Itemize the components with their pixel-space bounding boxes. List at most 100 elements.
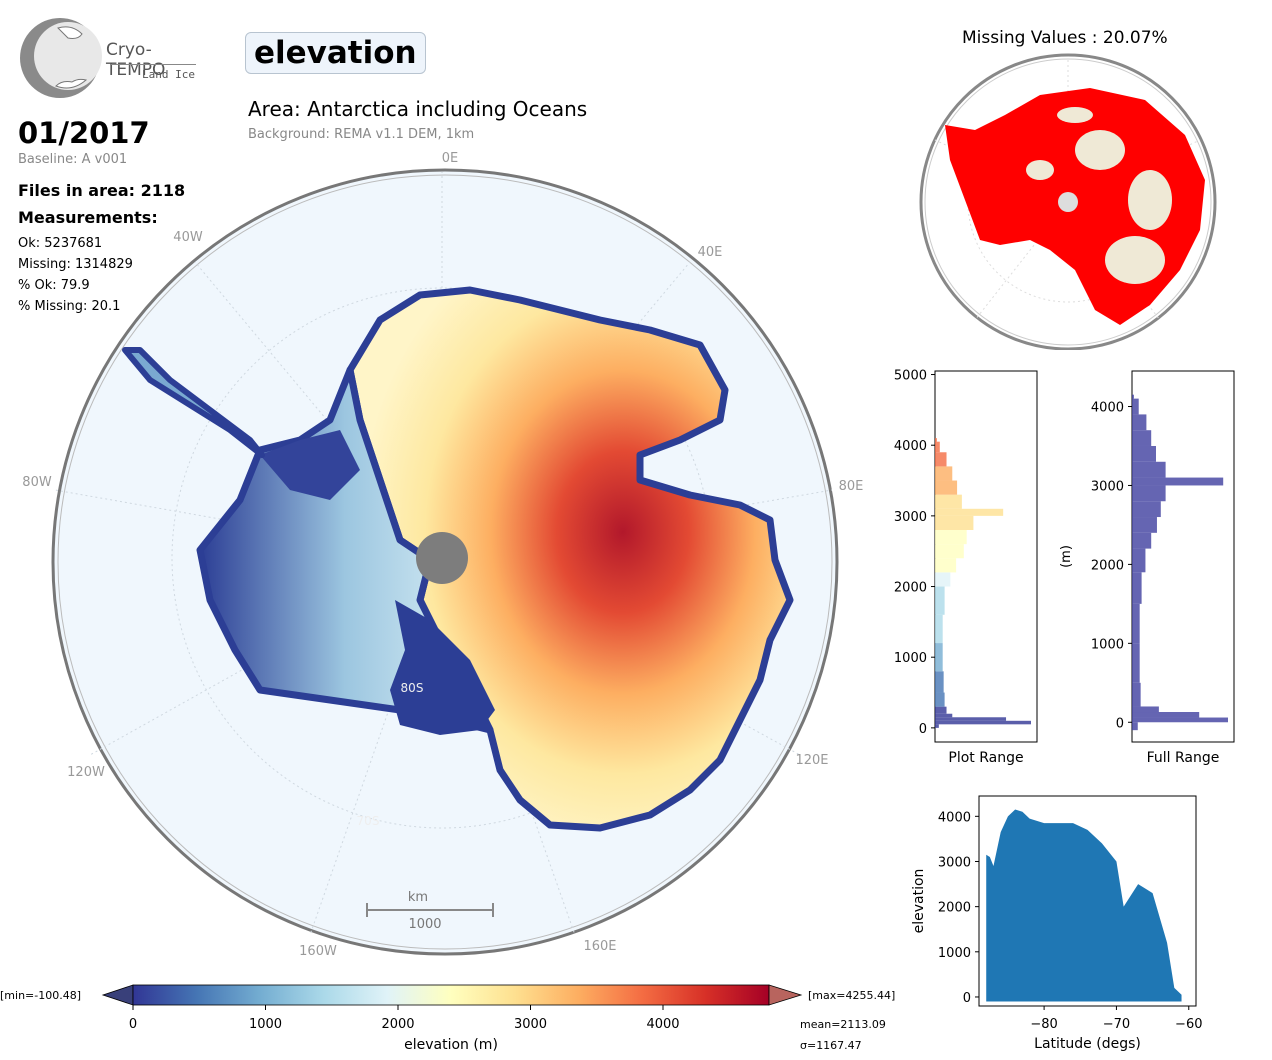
missing-map bbox=[919, 53, 1217, 350]
scatter-xtick-label: −60 bbox=[1175, 1017, 1202, 1032]
hist-bar bbox=[935, 452, 947, 467]
variable-title: elevation bbox=[245, 32, 426, 74]
hist-tick-label: 5000 bbox=[894, 369, 927, 384]
hist-tick-label: 2000 bbox=[894, 581, 927, 596]
hist-bar bbox=[1132, 572, 1142, 604]
stat-ok: Ok: 5237681 bbox=[18, 236, 103, 251]
colorbar-min-label: [min=-100.48] bbox=[0, 989, 81, 1002]
colorbar-max-label: [max=4255.44] bbox=[808, 989, 895, 1002]
hist-bar bbox=[1132, 501, 1161, 518]
hist-bar bbox=[935, 544, 964, 559]
colorbar-sigma: σ=1167.47 bbox=[800, 1039, 862, 1052]
stat-missing: Missing: 1314829 bbox=[18, 257, 133, 272]
hist-bar bbox=[1132, 712, 1200, 718]
lon-label-120w: 120W bbox=[67, 765, 105, 780]
hist-full-range: 0 1000 2000 3000 4000 Full Range (m) bbox=[1059, 370, 1235, 766]
measurements-label: Measurements: bbox=[18, 208, 158, 227]
date-heading: 01/2017 bbox=[18, 116, 150, 150]
lat-label-80s: 80S bbox=[401, 681, 424, 695]
hist-bar bbox=[1132, 445, 1156, 462]
scatter-ylabel: elevation bbox=[911, 869, 927, 934]
hist-bar bbox=[935, 717, 1007, 721]
hist-bar bbox=[1132, 517, 1157, 533]
lon-label-0e: 0E bbox=[442, 151, 459, 166]
hist-bar bbox=[935, 515, 974, 530]
hist-bar bbox=[935, 558, 957, 573]
logo-mark-icon bbox=[20, 18, 102, 98]
scatter-ytick-label: 0 bbox=[963, 991, 971, 1006]
hist-bar bbox=[1132, 706, 1159, 713]
lon-labels: 0E 40E 80E 120E 160E 160W 120W 80W 40W bbox=[22, 151, 863, 959]
scatter-ytick-label: 3000 bbox=[938, 855, 971, 870]
hist-bar bbox=[1132, 717, 1228, 723]
hist-bar bbox=[935, 724, 939, 728]
hist-bar bbox=[1132, 461, 1166, 478]
hist-bar bbox=[1132, 398, 1139, 415]
hist-bar bbox=[935, 572, 951, 587]
hist-bar bbox=[935, 438, 937, 442]
colorbar-tick-label: 4000 bbox=[646, 1017, 679, 1032]
hist-bar bbox=[1132, 394, 1134, 399]
colorbar: [min=-100.48] [max=4255.44] 0 1000 2000 300… bbox=[0, 984, 895, 1053]
colorbar-mean: mean=2113.09 bbox=[800, 1018, 886, 1031]
ross-ice-shelf bbox=[390, 600, 495, 735]
hist-bar bbox=[935, 466, 953, 481]
hist-tick-label: 4000 bbox=[894, 439, 927, 454]
logo-sub: Land Ice bbox=[142, 68, 195, 81]
scatter-lat-elev: −80 −70 −60 0 1000 2000 3000 4000 Latitude (degs… bbox=[911, 795, 1202, 1052]
hist-bar bbox=[935, 586, 945, 615]
colorbar-max-arrow bbox=[768, 984, 803, 1006]
hist-bar bbox=[1132, 603, 1140, 644]
logo-divider bbox=[110, 64, 196, 65]
hist-bar bbox=[935, 508, 1004, 516]
hist-tick-label: 0 bbox=[919, 722, 927, 737]
hist-tick-label: 4000 bbox=[1091, 401, 1124, 416]
lon-label-40e: 40E bbox=[698, 245, 723, 260]
hist-bar bbox=[935, 671, 944, 693]
hist-bar bbox=[935, 713, 953, 718]
lon-label-120e: 120E bbox=[795, 753, 828, 768]
lon-label-80e: 80E bbox=[839, 479, 864, 494]
hist-bar bbox=[935, 480, 958, 495]
hist-bar bbox=[1132, 477, 1224, 486]
hist-bar bbox=[1132, 548, 1146, 573]
colorbar-tick-label: 0 bbox=[129, 1017, 137, 1032]
ronne-ice-shelf bbox=[260, 430, 360, 500]
hist-xlabel: Full Range bbox=[1147, 750, 1220, 766]
hist-tick-label: 3000 bbox=[1091, 479, 1124, 494]
hist-bar bbox=[935, 643, 943, 672]
lat-label-70s: 70S bbox=[357, 814, 380, 828]
scatter-xtick-label: −80 bbox=[1030, 1017, 1057, 1032]
hist-bar bbox=[1132, 643, 1140, 683]
colorbar-gradient bbox=[132, 984, 770, 1006]
hist-tick-label: 2000 bbox=[1091, 558, 1124, 573]
stat-percent-missing: % Missing: 20.1 bbox=[18, 299, 121, 314]
lon-label-40w: 40W bbox=[173, 230, 203, 245]
colorbar-tick-label: 3000 bbox=[514, 1017, 547, 1032]
scatter-frame bbox=[978, 795, 1197, 1007]
hist-bar bbox=[1132, 485, 1166, 502]
lat-labels: 80S 70S bbox=[357, 681, 424, 828]
logo-name: Cryo-TEMPO bbox=[106, 40, 166, 80]
colorbar-ticks: 0 1000 2000 3000 4000 bbox=[129, 1005, 680, 1032]
scatter-points bbox=[986, 809, 1182, 1002]
scale-bar: km 1000 bbox=[366, 890, 494, 932]
hist-bar bbox=[935, 720, 1031, 725]
scatter-xlabel: Latitude (degs) bbox=[1034, 1036, 1141, 1052]
hist-tick-label: 3000 bbox=[894, 510, 927, 525]
hist-tick-label: 0 bbox=[1116, 716, 1124, 731]
baseline-text: Baseline: A v001 bbox=[18, 152, 128, 167]
antarctic-peninsula bbox=[122, 347, 265, 458]
charts-panel: 0 1000 2000 3000 4000 5000 Plot Range 0 1000 200… bbox=[894, 369, 1235, 1052]
files-in-area: Files in area: 2118 bbox=[18, 181, 186, 200]
lon-label-160e: 160E bbox=[583, 939, 616, 954]
hist-tick-label: 1000 bbox=[894, 651, 927, 666]
colorbar-tick-label: 1000 bbox=[249, 1017, 282, 1032]
stat-percent-ok: % Ok: 79.9 bbox=[18, 278, 90, 293]
hist-bar bbox=[935, 706, 947, 714]
area-title: Area: Antarctica including Oceans bbox=[248, 97, 588, 121]
scale-value: 1000 bbox=[408, 917, 441, 932]
scatter-ytick-label: 2000 bbox=[938, 901, 971, 916]
hist-ylabel: (m) bbox=[1059, 545, 1074, 568]
hist-bar bbox=[1132, 722, 1138, 731]
